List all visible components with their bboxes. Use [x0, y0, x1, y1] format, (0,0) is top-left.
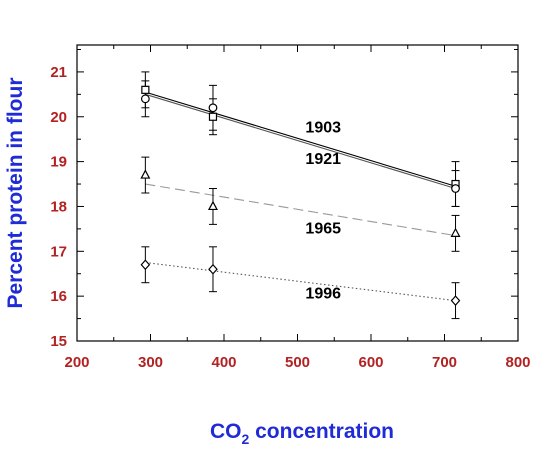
series-labels: 1903 1921 1965 1996	[305, 119, 341, 302]
data-point-1965	[140, 169, 151, 179]
fit-lines	[145, 91, 456, 302]
fit-line-1996	[145, 261, 456, 302]
data-point-1996	[208, 263, 218, 275]
y-axis-title: Percent protein in flour	[4, 77, 27, 308]
series-label-1996: 1996	[305, 285, 341, 302]
y-tick-label: 16	[50, 288, 67, 305]
x-tick-label: 600	[358, 354, 383, 371]
x-tick-labels: 200 300 400 500 600 700 800	[64, 354, 530, 371]
series-label-1921: 1921	[305, 151, 341, 168]
x-tick-label: 700	[432, 354, 457, 371]
data-point-1921	[208, 103, 218, 113]
axis-ticks	[76, 45, 519, 342]
data-point-1921	[451, 184, 460, 193]
y-tick-labels: 15 16 17 18 19 20 21	[50, 64, 67, 350]
y-tick-label: 19	[50, 154, 67, 171]
x-tick-label: 800	[505, 354, 530, 371]
x-tick-label: 300	[138, 354, 163, 371]
data-point-1996	[450, 295, 461, 307]
x-axis-title: CO2 concentration	[210, 420, 394, 447]
y-tick-label: 17	[50, 243, 67, 260]
series-label-1903: 1903	[305, 119, 341, 136]
y-tick-label: 20	[50, 109, 67, 126]
x-axis-title-rest: concentration	[249, 420, 394, 443]
y-tick-label: 18	[50, 198, 67, 215]
y-tick-label: 21	[50, 64, 67, 81]
fit-line-1965	[145, 183, 456, 237]
data-point-1921	[140, 94, 150, 104]
data-point-1903	[208, 112, 218, 121]
data-point-1965	[450, 227, 461, 237]
x-tick-label: 500	[285, 354, 310, 371]
x-axis-title-subscript: 2	[242, 431, 250, 447]
x-tick-label: 200	[64, 354, 89, 371]
x-tick-label: 400	[211, 354, 236, 371]
data-point-1903	[141, 85, 150, 94]
data-point-1965	[207, 200, 218, 211]
data-point-1996	[140, 259, 151, 271]
y-tick-label: 15	[50, 333, 67, 350]
fit-line-1903	[145, 91, 456, 187]
data-markers	[140, 85, 461, 307]
series-label-1965: 1965	[305, 220, 341, 237]
x-axis-title-main: CO	[210, 420, 242, 443]
fit-line-1921	[145, 93, 456, 190]
